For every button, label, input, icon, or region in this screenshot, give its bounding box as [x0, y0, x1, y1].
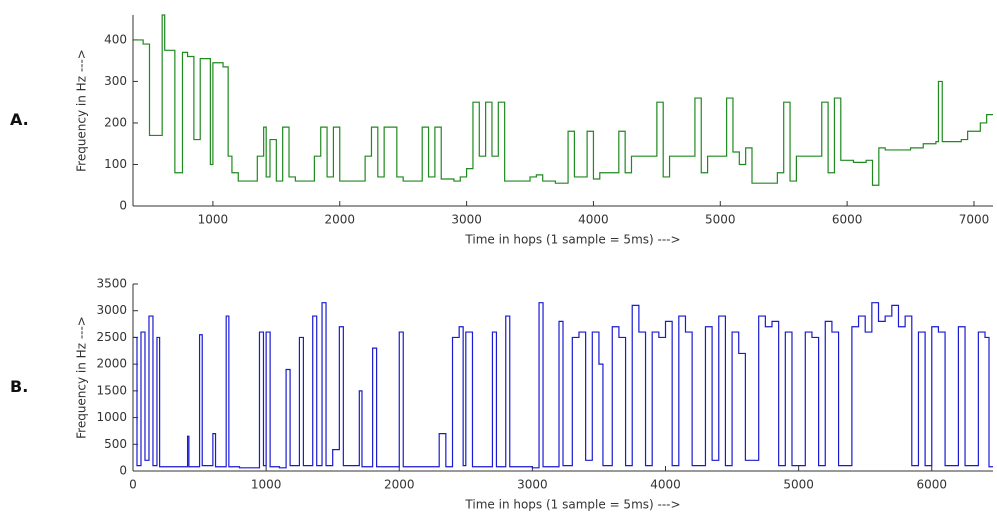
panel-label: A. — [10, 110, 29, 129]
x-tick-label: 1000 — [198, 213, 229, 227]
x-tick-label: 5000 — [705, 213, 736, 227]
x-tick-label: 1000 — [251, 478, 282, 492]
y-tick-label: 0 — [119, 464, 127, 478]
x-tick-label: 4000 — [578, 213, 609, 227]
y-tick-label: 400 — [104, 32, 127, 46]
x-tick-label: 2000 — [384, 478, 415, 492]
y-tick-label: 200 — [104, 115, 127, 129]
data-line — [133, 302, 993, 469]
x-tick-label: 3000 — [517, 478, 548, 492]
y-tick-label: 500 — [104, 437, 127, 451]
y-axis-label: Frequency in Hz ---> — [75, 316, 89, 439]
y-tick-label: 300 — [104, 74, 127, 88]
x-axis-label: Time in hops (1 sample = 5ms) ---> — [464, 498, 680, 512]
y-tick-label: 100 — [104, 157, 127, 171]
y-tick-label: 1000 — [96, 410, 127, 424]
x-tick-label: 4000 — [650, 478, 681, 492]
y-tick-label: 0 — [119, 199, 127, 213]
y-tick-label: 3500 — [96, 277, 127, 291]
x-tick-label: 6000 — [916, 478, 947, 492]
x-tick-label: 2000 — [324, 213, 355, 227]
y-axis-label: Frequency in Hz ---> — [75, 49, 89, 172]
y-tick-label: 2500 — [96, 330, 127, 344]
panel-label: B. — [10, 377, 28, 396]
y-tick-label: 3000 — [96, 303, 127, 317]
x-axis-label: Time in hops (1 sample = 5ms) ---> — [464, 233, 680, 247]
x-tick-label: 7000 — [959, 213, 990, 227]
x-tick-label: 6000 — [832, 213, 863, 227]
y-tick-label: 1500 — [96, 383, 127, 397]
data-line — [133, 14, 993, 186]
x-tick-label: 3000 — [451, 213, 482, 227]
x-tick-label: 0 — [129, 478, 137, 492]
y-tick-label: 2000 — [96, 357, 127, 371]
x-tick-label: 5000 — [783, 478, 814, 492]
